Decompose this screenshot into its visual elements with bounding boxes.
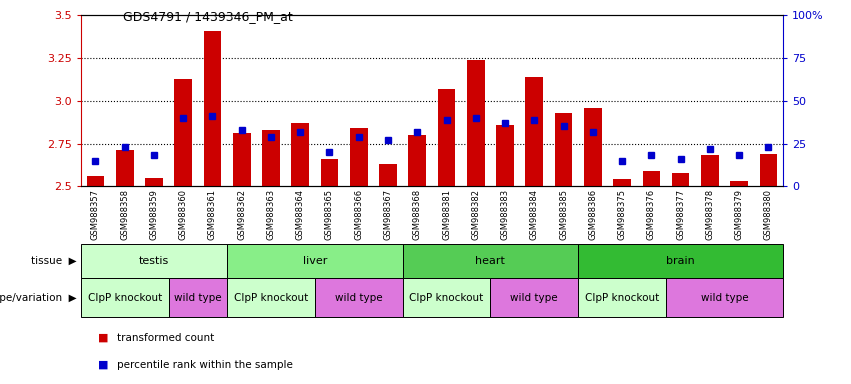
Text: GSM988375: GSM988375 bbox=[618, 189, 626, 240]
Text: ■: ■ bbox=[98, 360, 111, 370]
Text: genotype/variation  ▶: genotype/variation ▶ bbox=[0, 293, 77, 303]
Bar bbox=[671, 172, 689, 186]
Bar bbox=[496, 125, 514, 186]
Bar bbox=[467, 60, 484, 186]
Text: GSM988386: GSM988386 bbox=[588, 189, 597, 240]
Bar bbox=[262, 130, 280, 186]
Text: GSM988365: GSM988365 bbox=[325, 189, 334, 240]
Text: GSM988385: GSM988385 bbox=[559, 189, 568, 240]
Text: ClpP knockout: ClpP knockout bbox=[234, 293, 308, 303]
Text: heart: heart bbox=[476, 256, 505, 266]
Text: liver: liver bbox=[303, 256, 327, 266]
Text: GSM988360: GSM988360 bbox=[179, 189, 188, 240]
Text: transformed count: transformed count bbox=[117, 333, 214, 343]
Text: GSM988366: GSM988366 bbox=[354, 189, 363, 240]
Text: GSM988367: GSM988367 bbox=[384, 189, 392, 240]
Bar bbox=[291, 123, 309, 186]
Text: tissue  ▶: tissue ▶ bbox=[31, 256, 77, 266]
Text: GSM988362: GSM988362 bbox=[237, 189, 246, 240]
Bar bbox=[578, 244, 783, 278]
Text: GSM988363: GSM988363 bbox=[266, 189, 276, 240]
Text: wild type: wild type bbox=[174, 293, 221, 303]
Text: wild type: wild type bbox=[511, 293, 558, 303]
Text: testis: testis bbox=[139, 256, 169, 266]
Text: GSM988384: GSM988384 bbox=[530, 189, 539, 240]
Text: ClpP knockout: ClpP knockout bbox=[585, 293, 660, 303]
Text: ■: ■ bbox=[98, 333, 111, 343]
Bar bbox=[227, 278, 315, 317]
Bar bbox=[227, 244, 403, 278]
Bar bbox=[116, 151, 134, 186]
Bar bbox=[174, 79, 192, 186]
Bar bbox=[321, 159, 339, 186]
Bar bbox=[730, 181, 748, 186]
Bar bbox=[760, 154, 777, 186]
Bar bbox=[701, 156, 718, 186]
Bar bbox=[87, 176, 104, 186]
Text: brain: brain bbox=[666, 256, 695, 266]
Bar bbox=[584, 108, 602, 186]
Bar bbox=[81, 278, 168, 317]
Bar bbox=[403, 244, 578, 278]
Text: GSM988382: GSM988382 bbox=[471, 189, 480, 240]
Text: GSM988361: GSM988361 bbox=[208, 189, 217, 240]
Bar bbox=[490, 278, 578, 317]
Text: GSM988381: GSM988381 bbox=[442, 189, 451, 240]
Text: GSM988379: GSM988379 bbox=[734, 189, 744, 240]
Bar bbox=[315, 278, 403, 317]
Text: GSM988378: GSM988378 bbox=[705, 189, 714, 240]
Text: ClpP knockout: ClpP knockout bbox=[88, 293, 162, 303]
Text: GSM988377: GSM988377 bbox=[676, 189, 685, 240]
Bar bbox=[526, 77, 543, 186]
Text: GSM988383: GSM988383 bbox=[500, 189, 510, 240]
Bar bbox=[233, 133, 250, 186]
Bar bbox=[203, 31, 221, 186]
Text: wild type: wild type bbox=[335, 293, 383, 303]
Bar bbox=[408, 135, 426, 186]
Bar bbox=[437, 89, 455, 186]
Text: GSM988358: GSM988358 bbox=[120, 189, 129, 240]
Text: GSM988359: GSM988359 bbox=[150, 189, 158, 240]
Text: GSM988380: GSM988380 bbox=[764, 189, 773, 240]
Bar bbox=[403, 278, 490, 317]
Bar bbox=[643, 171, 660, 186]
Text: GSM988364: GSM988364 bbox=[296, 189, 305, 240]
Bar bbox=[350, 128, 368, 186]
Bar bbox=[168, 278, 227, 317]
Bar bbox=[666, 278, 783, 317]
Text: wild type: wild type bbox=[700, 293, 748, 303]
Text: GSM988376: GSM988376 bbox=[647, 189, 656, 240]
Bar bbox=[578, 278, 665, 317]
Bar bbox=[81, 244, 227, 278]
Text: percentile rank within the sample: percentile rank within the sample bbox=[117, 360, 293, 370]
Text: GSM988357: GSM988357 bbox=[91, 189, 100, 240]
Bar bbox=[614, 179, 631, 186]
Bar bbox=[555, 113, 572, 186]
Bar bbox=[380, 164, 397, 186]
Text: GDS4791 / 1439346_PM_at: GDS4791 / 1439346_PM_at bbox=[123, 10, 293, 23]
Text: ClpP knockout: ClpP knockout bbox=[409, 293, 483, 303]
Bar bbox=[146, 178, 163, 186]
Text: GSM988368: GSM988368 bbox=[413, 189, 422, 240]
